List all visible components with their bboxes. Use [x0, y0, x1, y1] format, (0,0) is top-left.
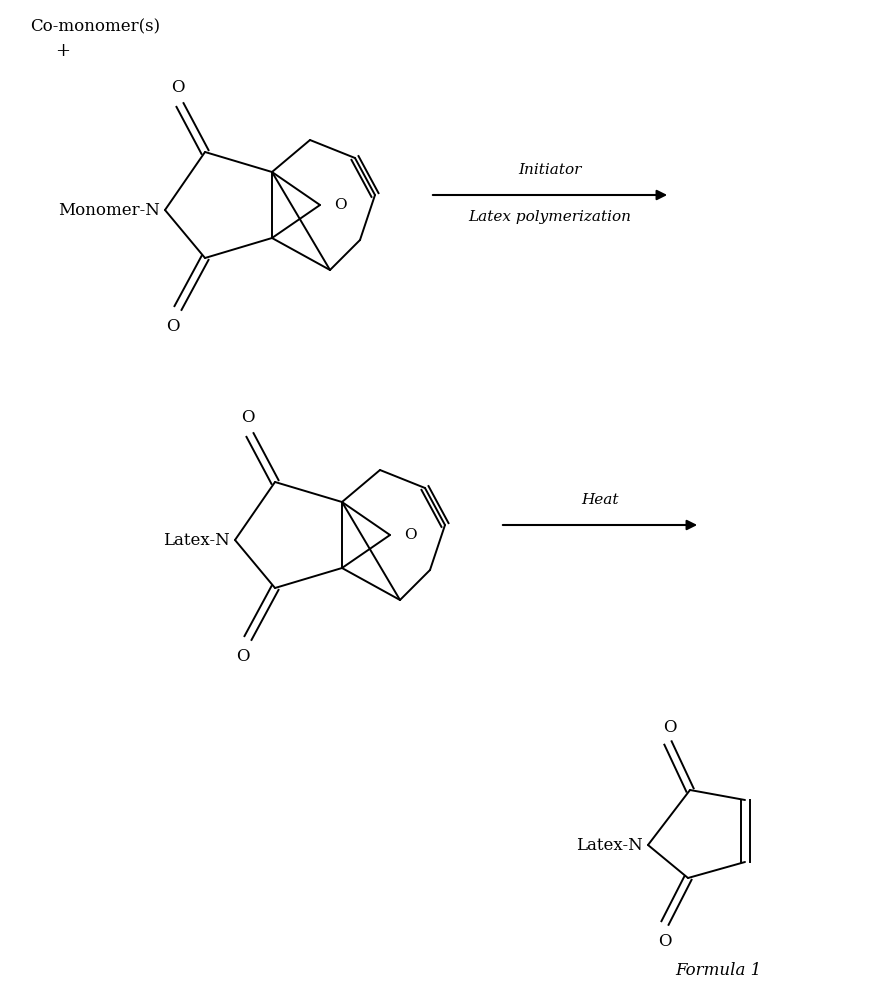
- Text: Latex-N: Latex-N: [576, 836, 643, 853]
- Text: O: O: [241, 408, 254, 425]
- Text: Formula 1: Formula 1: [675, 962, 761, 979]
- Text: Latex-N: Latex-N: [163, 532, 230, 549]
- Text: O: O: [171, 78, 185, 95]
- Text: +: +: [55, 42, 70, 60]
- Text: O: O: [334, 198, 347, 212]
- Text: O: O: [663, 719, 676, 736]
- Text: Latex polymerization: Latex polymerization: [469, 210, 632, 224]
- Text: Heat: Heat: [582, 493, 619, 507]
- Text: O: O: [659, 933, 672, 950]
- Text: Co-monomer(s): Co-monomer(s): [30, 18, 160, 35]
- Text: Monomer-N: Monomer-N: [58, 201, 160, 218]
- Text: O: O: [404, 528, 417, 542]
- Text: O: O: [237, 647, 250, 664]
- Text: O: O: [167, 318, 180, 335]
- Text: Initiator: Initiator: [518, 163, 582, 177]
